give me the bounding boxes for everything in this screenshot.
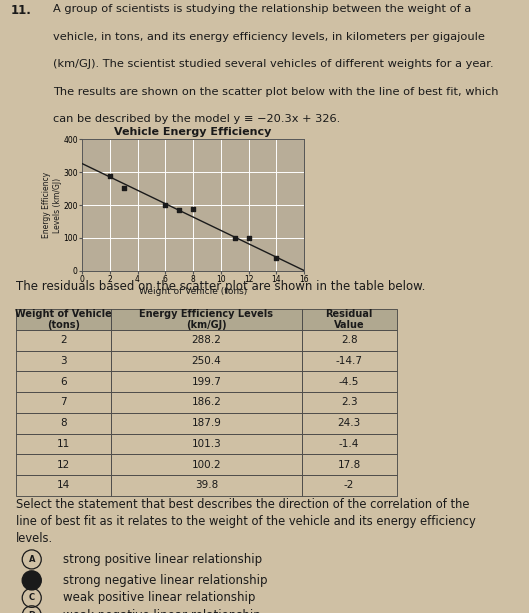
Text: (km/GJ). The scientist studied several vehicles of different weights for a year.: (km/GJ). The scientist studied several v… [53, 59, 494, 69]
Text: D: D [28, 611, 35, 613]
Bar [16, 371, 111, 392]
Text: -1.4: -1.4 [339, 439, 359, 449]
Bar [16, 413, 111, 433]
Bar [302, 310, 397, 330]
Text: 24.3: 24.3 [338, 418, 361, 428]
Bar [16, 330, 111, 351]
Bar [302, 413, 397, 433]
Bar [111, 413, 302, 433]
Point [105, 171, 114, 181]
Bar [302, 454, 397, 475]
Ellipse shape [22, 571, 41, 590]
Bar [16, 392, 111, 413]
Text: 187.9: 187.9 [191, 418, 221, 428]
Text: strong positive linear relationship: strong positive linear relationship [63, 553, 262, 566]
Bar [16, 310, 111, 330]
Point [272, 253, 280, 263]
Text: 101.3: 101.3 [191, 439, 221, 449]
Text: 100.2: 100.2 [191, 460, 221, 470]
Bar [111, 371, 302, 392]
Text: 288.2: 288.2 [191, 335, 221, 345]
Point [161, 200, 169, 210]
Text: 3: 3 [60, 356, 67, 366]
Point [189, 204, 197, 214]
Text: weak negative linear relationship: weak negative linear relationship [63, 609, 261, 613]
Bar [111, 454, 302, 475]
Text: 199.7: 199.7 [191, 377, 221, 387]
Bar [302, 433, 397, 454]
Bar [16, 351, 111, 371]
Text: 7: 7 [60, 397, 67, 408]
Bar [111, 392, 302, 413]
Text: 11: 11 [57, 439, 70, 449]
Y-axis label: Energy Efficiency
Levels (km/GJ): Energy Efficiency Levels (km/GJ) [42, 172, 62, 238]
Text: 2: 2 [60, 335, 67, 345]
Text: 186.2: 186.2 [191, 397, 221, 408]
Bar [16, 475, 111, 496]
Text: Select the statement that best describes the direction of the correlation of the: Select the statement that best describes… [16, 498, 476, 545]
Bar [111, 433, 302, 454]
Bar [302, 351, 397, 371]
Bar [16, 454, 111, 475]
Text: 14: 14 [57, 481, 70, 490]
Text: 250.4: 250.4 [191, 356, 221, 366]
Text: can be described by the model y ≡ −20.3x + 326.: can be described by the model y ≡ −20.3x… [53, 114, 340, 124]
Text: -14.7: -14.7 [335, 356, 363, 366]
X-axis label: Weight of Vehicle (tons): Weight of Vehicle (tons) [139, 287, 247, 296]
Text: Weight of Vehicle
(tons): Weight of Vehicle (tons) [15, 309, 112, 330]
Point [175, 205, 184, 215]
Text: Energy Efficiency Levels
(km/GJ): Energy Efficiency Levels (km/GJ) [139, 309, 273, 330]
Bar [302, 475, 397, 496]
Text: 2.3: 2.3 [341, 397, 358, 408]
Point [120, 183, 128, 193]
Bar [111, 475, 302, 496]
Text: 17.8: 17.8 [338, 460, 361, 470]
Text: 8: 8 [60, 418, 67, 428]
Text: 2.8: 2.8 [341, 335, 358, 345]
Bar [111, 310, 302, 330]
Text: 12: 12 [57, 460, 70, 470]
Text: The results are shown on the scatter plot below with the line of best fit, which: The results are shown on the scatter plo… [53, 86, 498, 97]
Text: The residuals based on the scatter plot are shown in the table below.: The residuals based on the scatter plot … [16, 280, 425, 293]
Text: vehicle, in tons, and its energy efficiency levels, in kilometers per gigajoule: vehicle, in tons, and its energy efficie… [53, 32, 485, 42]
Text: weak positive linear relationship: weak positive linear relationship [63, 592, 256, 604]
Point [231, 233, 239, 243]
Bar [111, 330, 302, 351]
Text: Residual
Value: Residual Value [325, 309, 373, 330]
Text: strong negative linear relationship: strong negative linear relationship [63, 574, 268, 587]
Bar [302, 330, 397, 351]
Bar [302, 392, 397, 413]
Text: 6: 6 [60, 377, 67, 387]
Text: 11.: 11. [11, 4, 31, 17]
Bar [302, 371, 397, 392]
Bar [16, 433, 111, 454]
Text: A: A [29, 555, 35, 564]
Text: 39.8: 39.8 [195, 481, 218, 490]
Text: A group of scientists is studying the relationship between the weight of a: A group of scientists is studying the re… [53, 4, 471, 14]
Text: -4.5: -4.5 [339, 377, 359, 387]
Title: Vehicle Energy Efficiency: Vehicle Energy Efficiency [114, 127, 272, 137]
Text: C: C [29, 593, 35, 603]
Point [244, 233, 253, 243]
Bar [111, 351, 302, 371]
Text: -2: -2 [344, 481, 354, 490]
